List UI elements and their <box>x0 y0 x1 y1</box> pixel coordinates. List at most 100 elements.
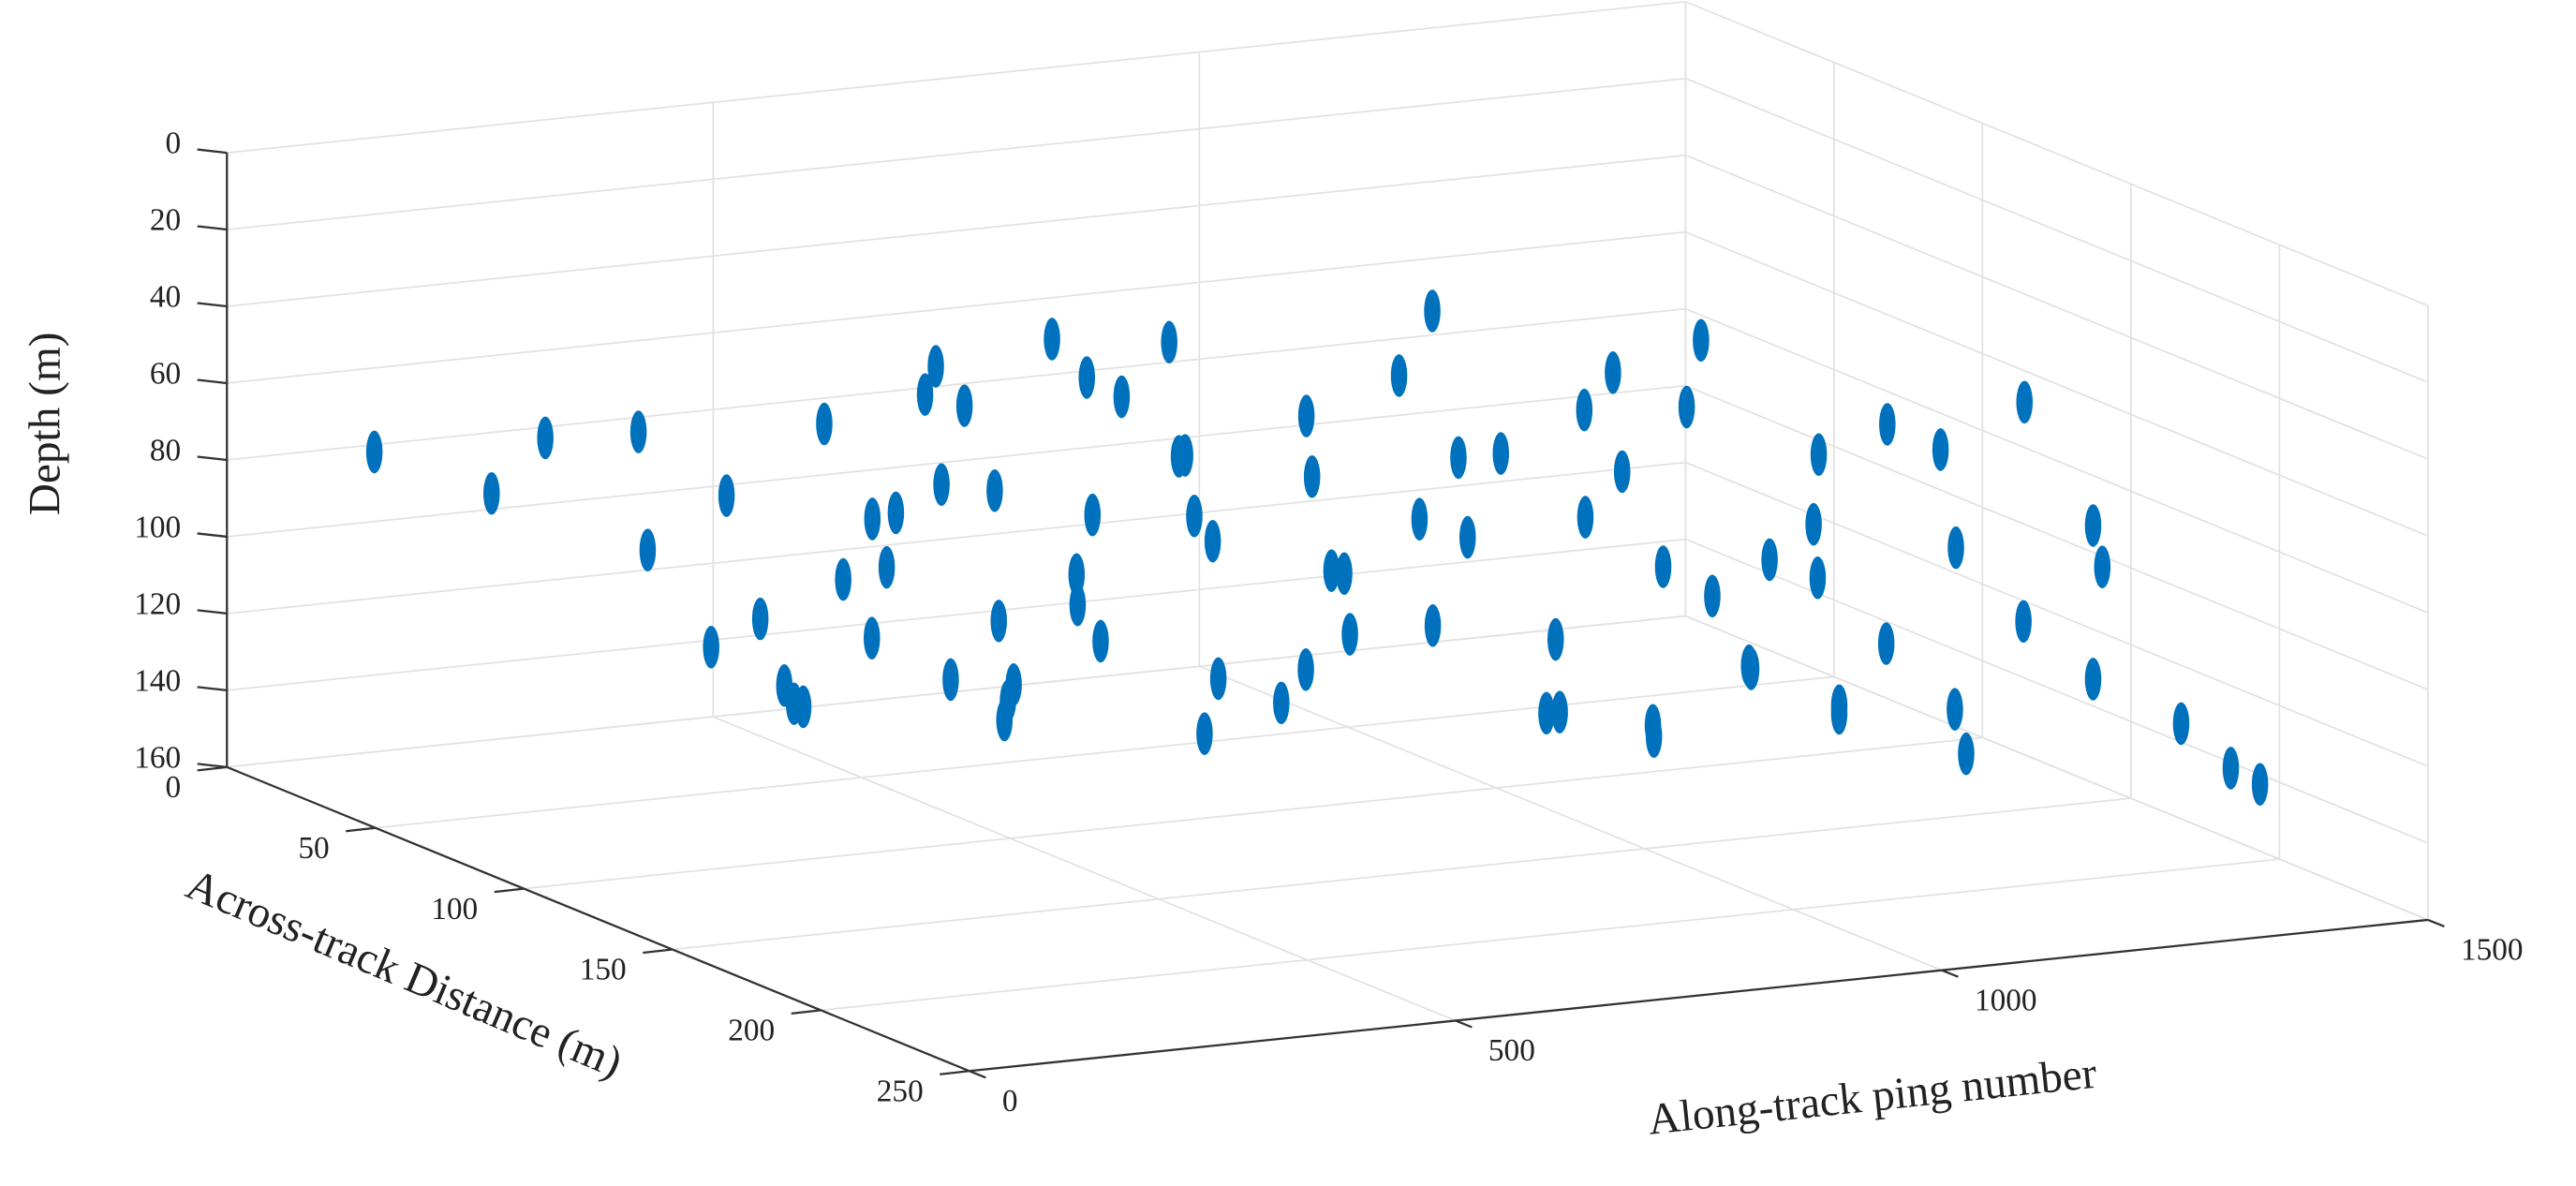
point <box>1958 732 1975 776</box>
point <box>1932 428 1949 471</box>
point <box>863 616 881 660</box>
point <box>1092 619 1109 663</box>
point <box>2094 545 2111 588</box>
grid-line <box>1685 307 2429 614</box>
point <box>2222 747 2240 790</box>
y-tick-label: 200 <box>728 1014 775 1048</box>
point <box>639 528 657 572</box>
z-tick-label: 60 <box>150 357 181 392</box>
z-axis-title: Depth (m) <box>22 332 70 515</box>
point <box>1005 663 1022 706</box>
grid-line <box>821 858 2280 1012</box>
point <box>1551 690 1568 734</box>
point <box>1078 356 1096 399</box>
point <box>2084 658 2102 701</box>
tick-mark <box>346 826 376 833</box>
point <box>1069 583 1087 627</box>
point <box>1297 394 1315 437</box>
z-tick-label: 0 <box>166 126 182 161</box>
point <box>916 373 934 417</box>
point <box>1654 545 1672 588</box>
point <box>1084 493 1102 537</box>
y-tick-label: 250 <box>877 1074 924 1108</box>
point <box>483 471 500 515</box>
point <box>1303 455 1321 498</box>
grid-line <box>1198 665 1943 971</box>
x-tick-label: 1000 <box>1975 983 2037 1017</box>
z-tick-label: 40 <box>150 280 181 315</box>
grid-line <box>227 307 1686 461</box>
point <box>1273 681 1290 725</box>
point <box>878 545 896 589</box>
tick-mark <box>197 763 228 768</box>
tick-mark <box>197 532 228 539</box>
point <box>1693 319 1710 363</box>
point <box>990 600 1008 643</box>
grid-line <box>1685 230 2429 537</box>
y-axis-line <box>226 765 970 1073</box>
grid <box>226 0 2429 1073</box>
tick-mark <box>969 1070 986 1079</box>
point <box>1113 375 1131 419</box>
point <box>1044 318 1060 361</box>
point <box>1538 691 1555 735</box>
point <box>629 410 647 453</box>
point <box>1161 320 1177 364</box>
point <box>1805 502 1822 546</box>
point <box>1761 538 1778 582</box>
point <box>1411 497 1429 541</box>
point <box>1877 622 1895 665</box>
tick-mark <box>791 1009 822 1016</box>
point <box>927 345 944 388</box>
tick-mark <box>197 609 228 615</box>
point <box>1297 647 1314 691</box>
x-tick-label: 1500 <box>2461 933 2524 968</box>
grid-line <box>1685 0 2429 306</box>
y-tick-label: 150 <box>580 953 627 987</box>
point <box>1204 519 1221 563</box>
point <box>2251 763 2269 807</box>
tick-mark <box>197 225 228 231</box>
x-axis-line <box>969 918 2429 1073</box>
grid-line <box>227 461 1686 615</box>
z-tick-label: 100 <box>134 511 181 545</box>
points <box>365 289 2269 807</box>
point <box>1424 289 1441 333</box>
point <box>1947 526 1964 570</box>
point <box>1809 556 1827 600</box>
tick-mark <box>643 948 673 955</box>
point <box>2016 380 2034 424</box>
point <box>1424 604 1442 647</box>
y-tick-label: 50 <box>298 831 329 866</box>
grid-line <box>672 797 2131 951</box>
y-axis-title: Across-track Distance (m) <box>180 860 629 1088</box>
point <box>718 474 735 517</box>
point <box>1947 688 1963 731</box>
tick-mark <box>1941 969 1959 978</box>
grid-line <box>524 736 1983 890</box>
point <box>1390 354 1408 397</box>
z-tick-label: 80 <box>150 434 181 468</box>
grid-line <box>227 384 1686 538</box>
grid-line <box>1685 154 2429 460</box>
point <box>835 557 851 601</box>
point <box>955 384 973 427</box>
point <box>933 463 950 507</box>
point <box>1336 552 1353 596</box>
point <box>942 658 959 702</box>
point <box>1678 385 1695 429</box>
point <box>1209 657 1227 701</box>
tick-mark <box>197 686 228 692</box>
grid-line <box>227 538 1686 691</box>
point <box>887 491 905 535</box>
grid-line <box>1685 384 2429 690</box>
point <box>1830 684 1848 728</box>
tick-mark <box>494 887 525 894</box>
z-tick-label: 140 <box>134 664 181 699</box>
tick-mark <box>197 302 228 308</box>
z-tick-label: 120 <box>134 587 181 622</box>
point <box>1458 515 1476 559</box>
